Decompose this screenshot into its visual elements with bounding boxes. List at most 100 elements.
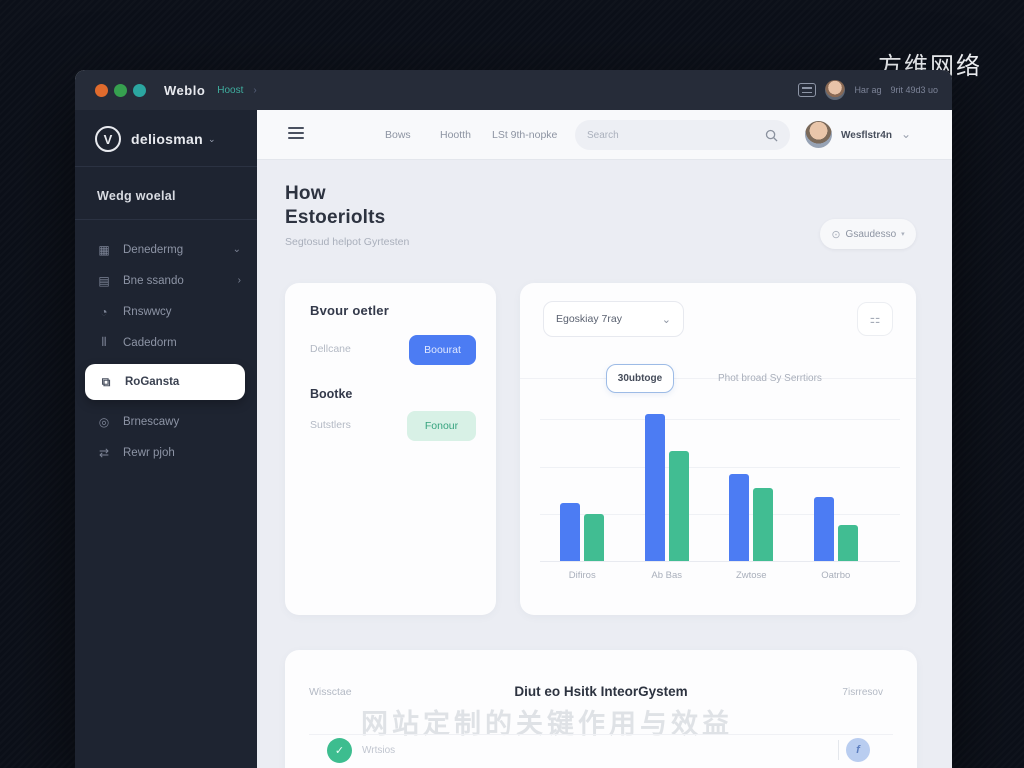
menu-icon[interactable] [798, 83, 817, 97]
chart-legend: Phot broad Sy Serrtiors [718, 373, 822, 384]
clock-icon: ⊙ [831, 228, 841, 241]
x-axis-line [540, 561, 900, 562]
sidebar-item-0[interactable]: ▦ Denedermg ⌄ [75, 234, 257, 265]
period-dropdown[interactable]: Egoskiay 7ray ⌄ [543, 301, 684, 337]
gridline [540, 514, 900, 515]
close-window-button[interactable] [95, 83, 108, 97]
bar-blue-1[interactable] [644, 414, 665, 561]
titlebar-link[interactable]: Hoost [217, 84, 244, 96]
action-button-label: Gsaudesso [845, 228, 897, 240]
hamburger-menu-icon[interactable] [288, 127, 304, 140]
user-avatar[interactable] [805, 121, 832, 148]
chevron-down-icon[interactable]: ⌄ [901, 127, 912, 141]
search-input[interactable] [587, 129, 765, 141]
bar-group-2 [709, 405, 794, 561]
browser-window: Weblo Hoost › Har ag 9rit 49d3 uo V deli… [75, 70, 952, 768]
bar-group-1 [625, 405, 710, 561]
minimize-window-button[interactable] [114, 83, 127, 97]
bottom-row-label: Wrtsios [362, 745, 396, 756]
search-bar[interactable] [575, 120, 790, 150]
form-section2-title: Bootke [310, 387, 353, 401]
x-axis-label-0: Difiros [568, 570, 596, 581]
bottom-card-left-label: Wissctae [309, 686, 352, 698]
maximize-window-button[interactable] [133, 83, 146, 97]
sidebar-item-2[interactable]: ◔ Rnswwcy [75, 296, 257, 327]
bar-green-0[interactable] [584, 514, 605, 561]
watermark-text: 网站定制的关键作用与效益 [361, 709, 733, 739]
chevron-down-icon: ⌄ [207, 133, 216, 144]
titlebar-avatar[interactable] [825, 80, 846, 100]
chevron-right-icon: › [237, 275, 241, 286]
main-panel: How Estoeriolts Segtosud helpot Gyrteste… [257, 160, 952, 768]
x-axis-label-3: Oatrbo [821, 570, 851, 581]
bar-green-2[interactable] [753, 488, 774, 561]
bar-group-3 [794, 405, 879, 561]
window-controls [95, 83, 152, 97]
sidebar-item-label: Denedermg [123, 243, 184, 256]
chevron-down-icon: ⌄ [232, 244, 241, 255]
browser-titlebar: Weblo Hoost › Har ag 9rit 49d3 uo [75, 70, 952, 110]
sidebar-item-label: Rnswwcy [123, 305, 172, 318]
sidebar-item-label: Bne ssando [123, 274, 184, 287]
sidebar-logo[interactable]: V deliosman ⌄ [75, 110, 257, 167]
header-action-button[interactable]: ⊙ Gsaudesso ▾ [820, 219, 916, 249]
sidebar-item-1[interactable]: ▤ Bne ssando › [75, 265, 257, 296]
x-axis-label-2: Zwtose [735, 570, 767, 581]
bar-chart-plot [540, 405, 900, 562]
divider [838, 740, 839, 760]
app-header: Bows Hootth LSt 9th-nopke Wesflstr4n ⌄ [257, 110, 952, 160]
transfer-icon: ⇄ [98, 445, 110, 460]
sidebar-item-label: Brnescawy [123, 415, 180, 428]
bar-blue-3[interactable] [813, 497, 834, 561]
info-icon[interactable]: f [846, 738, 870, 762]
nav-link-0[interactable]: Bows [385, 129, 411, 141]
filter-icon: ⚏ [869, 312, 881, 326]
titlebar-user-label: Har ag [854, 85, 882, 95]
layers-icon: ⧉ [101, 374, 111, 389]
bottom-card: Diut eo Hsitk InteorGystem Wissctae 7isr… [285, 650, 917, 768]
sidebar-item-6[interactable]: ⇄ Rewr pjoh [75, 437, 257, 468]
form-row1-label: Dellcane [310, 343, 351, 355]
page-subtitle: Segtosud helpot Gyrtesten [285, 236, 410, 248]
bar-group-0 [540, 405, 625, 561]
form-row2-label: Sutstlers [310, 419, 351, 431]
sidebar-item-4-active[interactable]: ⧉ RoGansta [85, 364, 245, 400]
gridline [540, 467, 900, 468]
nav-link-1[interactable]: Hootth [440, 129, 471, 141]
chart-options-button[interactable]: ⚏ [857, 302, 893, 336]
divider [520, 378, 916, 379]
nav-link-2[interactable]: LSt 9th-nopke [492, 129, 558, 141]
grid-icon: ▦ [98, 242, 110, 257]
divider [309, 734, 893, 735]
target-icon: ◎ [98, 414, 110, 429]
browser-title: Weblo [164, 82, 206, 98]
sidebar-item-3[interactable]: ⫴ Cadedorm [75, 327, 257, 358]
x-axis-labels: Difiros Ab Bas Zwtose Oatrbo [540, 570, 878, 581]
status-check-icon: ✓ [327, 738, 352, 763]
chart-card: Egoskiay 7ray ⌄ ⚏ 30ubtoge Phot broad Sy… [520, 283, 916, 615]
content-area: Bows Hootth LSt 9th-nopke Wesflstr4n ⌄ H… [257, 110, 952, 768]
secondary-button[interactable]: Fonour [407, 411, 476, 441]
primary-button[interactable]: Boourat [409, 335, 476, 365]
sidebar-item-label: RoGansta [125, 376, 180, 388]
sidebar-item-label: Rewr pjoh [123, 446, 175, 459]
sidebar-item-5[interactable]: ◎ Brnescawy [75, 406, 257, 437]
sidebar-menu: ▦ Denedermg ⌄ ▤ Bne ssando › ◔ Rnswwcy ⫴… [75, 220, 257, 468]
clock-icon: ◔ [100, 304, 108, 319]
sidebar-item-label: Cadedorm [123, 336, 177, 349]
gridline [540, 419, 900, 420]
chevron-down-icon: ⌄ [661, 313, 671, 326]
bar-green-1[interactable] [668, 451, 689, 561]
form-card: Bvour oetler Dellcane Boourat Bootke Sut… [285, 283, 496, 615]
bottom-card-right-label: 7isrresov [842, 687, 883, 698]
sidebar-section-label: Wedg woelal [75, 167, 257, 220]
bar-blue-0[interactable] [560, 503, 581, 561]
form-card-title: Bvour oetler [310, 303, 389, 318]
logo-text: deliosman [131, 131, 203, 147]
titlebar-meta-label: 9rit 49d3 uo [890, 85, 938, 95]
sidebar: V deliosman ⌄ Wedg woelal ▦ Denedermg ⌄ … [75, 110, 257, 768]
bar-blue-2[interactable] [729, 474, 750, 561]
bar-green-3[interactable] [837, 525, 858, 561]
user-name: Wesflstr4n [841, 130, 892, 141]
